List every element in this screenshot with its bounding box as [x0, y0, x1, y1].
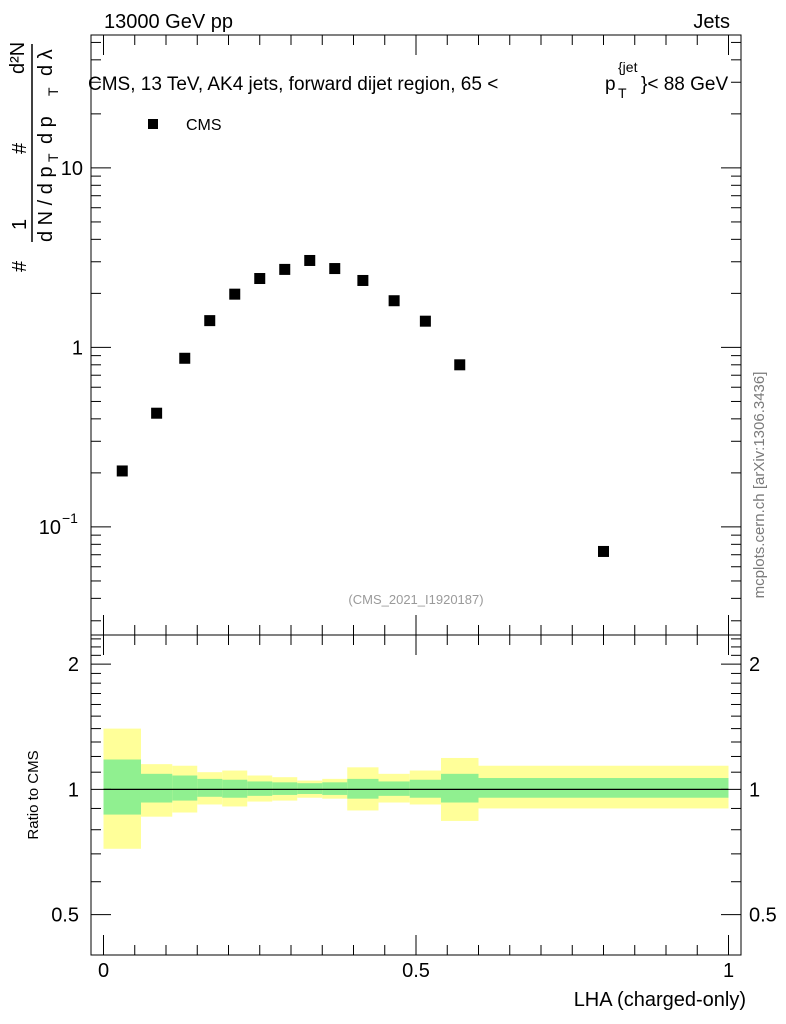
data-point — [229, 288, 241, 300]
ratio-inner-band — [478, 778, 729, 798]
main-y-tick-label: 10 — [61, 158, 83, 180]
y-axis-title-denominator: d N / d p — [35, 166, 57, 242]
ratio-inner-band — [441, 773, 479, 803]
y-axis-title-d2n: d²N — [7, 42, 29, 74]
y-axis-title: # 1 d N / d p T # d²N d p T d λ — [7, 42, 61, 272]
ratio-y-tick-label-left: 2 — [68, 654, 79, 676]
ratio-inner-band — [247, 781, 273, 796]
data-point — [179, 352, 191, 364]
ratio-y-tick-label-right: 2 — [749, 654, 760, 676]
y-axis-title-one: 1 — [9, 219, 31, 230]
y-axis-title-hash2: # — [9, 142, 31, 154]
plot-title-prefix: CMS, 13 TeV, AK4 jets, forward dijet reg… — [88, 74, 498, 95]
plot-title-p: p — [605, 74, 616, 95]
data-point — [151, 407, 163, 419]
plot-title-suffix: }< 88 GeV — [641, 74, 728, 95]
legend-label-cms: CMS — [186, 117, 222, 134]
data-point — [204, 315, 216, 327]
x-tick-label: 1 — [723, 960, 734, 982]
data-point — [454, 359, 466, 371]
category-label: Jets — [693, 11, 730, 33]
ratio-panel: 0.5 0.5 1 1 2 2 Ratio to CMS — [25, 634, 777, 956]
data-point — [419, 315, 431, 327]
y-axis-title-dlambda: d λ — [35, 49, 57, 76]
data-point — [329, 263, 341, 275]
data-point — [598, 545, 609, 557]
y-axis-title-hash: # — [9, 260, 31, 272]
data-point — [304, 254, 316, 266]
ratio-inner-band — [297, 783, 323, 794]
y-axis-title-dp: d p — [35, 116, 57, 144]
y-axis-title-t-sub: T — [45, 153, 61, 162]
ratio-inner-band — [322, 782, 348, 795]
analysis-watermark: (CMS_2021_I1920187) — [348, 592, 483, 607]
ratio-inner-band — [378, 781, 410, 796]
ratio-inner-band — [197, 778, 223, 797]
ratio-inner-band — [272, 782, 298, 795]
ratio-inner-band — [409, 779, 441, 798]
ratio-y-tick-label-left: 0.5 — [51, 905, 79, 927]
x-tick-label: 0.5 — [402, 960, 430, 982]
data-point — [279, 263, 291, 275]
plot-title: CMS, 13 TeV, AK4 jets, forward dijet reg… — [88, 59, 728, 101]
ratio-inner-band — [222, 779, 248, 798]
data-point — [116, 465, 128, 477]
x-tick-label: 0 — [98, 960, 109, 982]
main-y-tick-label: 1 — [72, 337, 83, 359]
data-point — [388, 295, 400, 307]
ratio-inner-band — [172, 775, 198, 801]
y-axis-title-t-sub2: T — [45, 87, 61, 96]
main-y-tick-label: 10 — [39, 517, 61, 539]
ratio-y-axis-title: Ratio to CMS — [25, 750, 42, 839]
plot-title-t-sub: T — [618, 85, 627, 101]
legend-marker-cms — [148, 119, 158, 129]
ratio-y-tick-label-right: 0.5 — [749, 905, 777, 927]
energy-label: 13000 GeV pp — [104, 11, 233, 33]
plot-title-jet-sup: {jet — [618, 59, 638, 75]
main-y-tick-exponent: −1 — [62, 510, 78, 526]
side-credit: mcplots.cern.ch [arXiv:1306.3436] — [751, 372, 768, 599]
ratio-inner-band — [141, 773, 173, 803]
x-axis-ticks: 0 0.5 1 — [98, 35, 734, 982]
ratio-inner-band — [103, 759, 141, 815]
ratio-y-tick-label-left: 1 — [68, 779, 79, 801]
ratio-y-tick-label-right: 1 — [749, 779, 760, 801]
data-points — [116, 254, 609, 557]
ratio-y-ticks: 0.5 0.5 1 1 2 2 — [51, 638, 777, 956]
data-point — [254, 273, 266, 285]
x-axis-title: LHA (charged-only) — [574, 989, 746, 1011]
legend: CMS — [148, 117, 222, 134]
ratio-uncertainty-bands — [103, 728, 729, 849]
data-point — [357, 274, 369, 286]
